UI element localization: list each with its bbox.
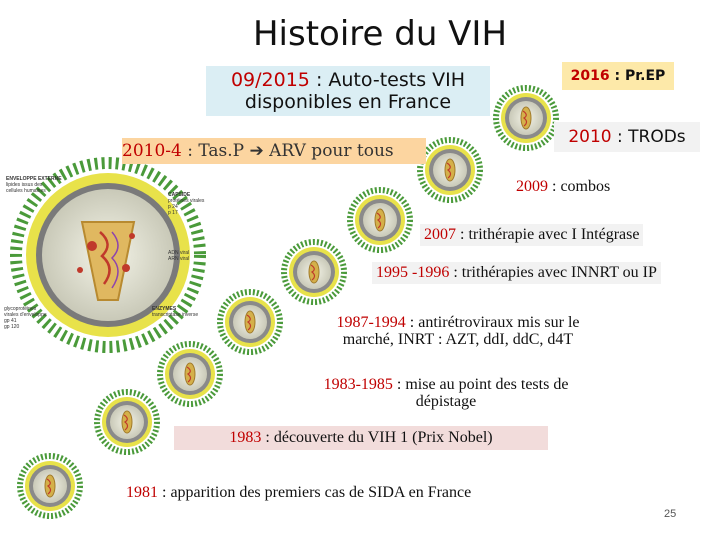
event-combos: 2009 : combos (516, 178, 610, 196)
event-text: : TRODs (611, 127, 686, 147)
large-virus-diagram (10, 157, 206, 353)
event-year: 2016 (570, 68, 610, 84)
event-integrase: 2007 : trithérapie avec I Intégrase (420, 224, 644, 246)
event-text-line2: dépistage (415, 393, 477, 410)
event-text-tail: ARV pour tous (263, 141, 394, 161)
diagram-label-enveloppe: ENVELOPPE EXTERNE lipides issus des cell… (6, 176, 62, 194)
event-year: 1983 (229, 429, 262, 446)
event-year: 2010 (568, 127, 612, 147)
event-text: : Tas.P (181, 141, 250, 161)
event-year: 2010-4 (122, 141, 182, 161)
virus-icon-1983 (97, 392, 157, 452)
event-year: 09/2015 (230, 69, 310, 91)
event-text: : apparition des premiers cas de SIDA en… (158, 484, 472, 501)
page-title: Histoire du VIH (252, 14, 508, 54)
event-year: 1983-1985 (323, 376, 393, 393)
page-number: 25 (664, 508, 677, 520)
virus-icon-1995 (284, 242, 344, 302)
event-tasp: 2010-4 : Tas.P ➔ ARV pour tous (122, 138, 426, 164)
event-year: 1995 -1996 (376, 264, 450, 281)
event-text-line2: marché, INRT : AZT, ddI, ddC, d4T (342, 331, 574, 348)
event-prep: 2016 : Pr.EP (562, 62, 674, 90)
event-text: : trithérapies avec INNRT ou IP (449, 264, 657, 281)
diagram-label-glyco: glycoprotéines virales d'enveloppe gp 41… (4, 306, 47, 330)
virus-icon-2007 (350, 190, 410, 250)
event-autotests: 09/2015 : Auto-tests VIH disponibles en … (206, 66, 490, 116)
event-year: 1981 (126, 484, 158, 501)
virus-icon-2010 (496, 88, 556, 148)
event-tests: 1983-1985 : mise au point des tests de d… (288, 376, 604, 410)
virus-icon-1981 (20, 456, 80, 516)
event-text: : trithérapie avec I Intégrase (456, 226, 640, 243)
event-text: : mise au point des tests de (392, 376, 569, 393)
event-text-line2: disponibles en France (244, 91, 452, 113)
event-trods: 2010 : TRODs (554, 122, 700, 152)
event-text: : antirétroviraux mis sur le (405, 314, 580, 331)
event-innrt: 1995 -1996 : trithérapies avec INNRT ou … (372, 262, 661, 284)
event-text: : découverte du VIH 1 (Prix Nobel) (261, 429, 493, 446)
virus-icon-1983-1985 (160, 344, 220, 404)
event-year: 2009 (516, 178, 548, 195)
diagram-label-enzymes: ENZYMES transcriptase inverse (152, 306, 199, 318)
arrow-right-icon: ➔ (249, 141, 264, 161)
virus-icon-2009 (420, 140, 480, 200)
event-antiretroviraux: 1987-1994 : antirétroviraux mis sur le m… (300, 314, 616, 348)
event-text: : Pr.EP (609, 68, 666, 84)
event-year: 2007 (424, 226, 456, 243)
diagram-label-adn: ADN viral ARN viral (168, 250, 190, 262)
event-text: : Auto-tests VIH (309, 69, 466, 91)
event-text: : combos (548, 178, 611, 195)
diagram-label-capside: CAPSIDE protéines virales p 24 p 17 (168, 192, 205, 216)
event-decouverte: 1983 : découverte du VIH 1 (Prix Nobel) (174, 426, 548, 450)
virus-icon-1987 (220, 292, 280, 352)
event-apparition: 1981 : apparition des premiers cas de SI… (126, 484, 471, 502)
event-year: 1987-1994 (336, 314, 406, 331)
